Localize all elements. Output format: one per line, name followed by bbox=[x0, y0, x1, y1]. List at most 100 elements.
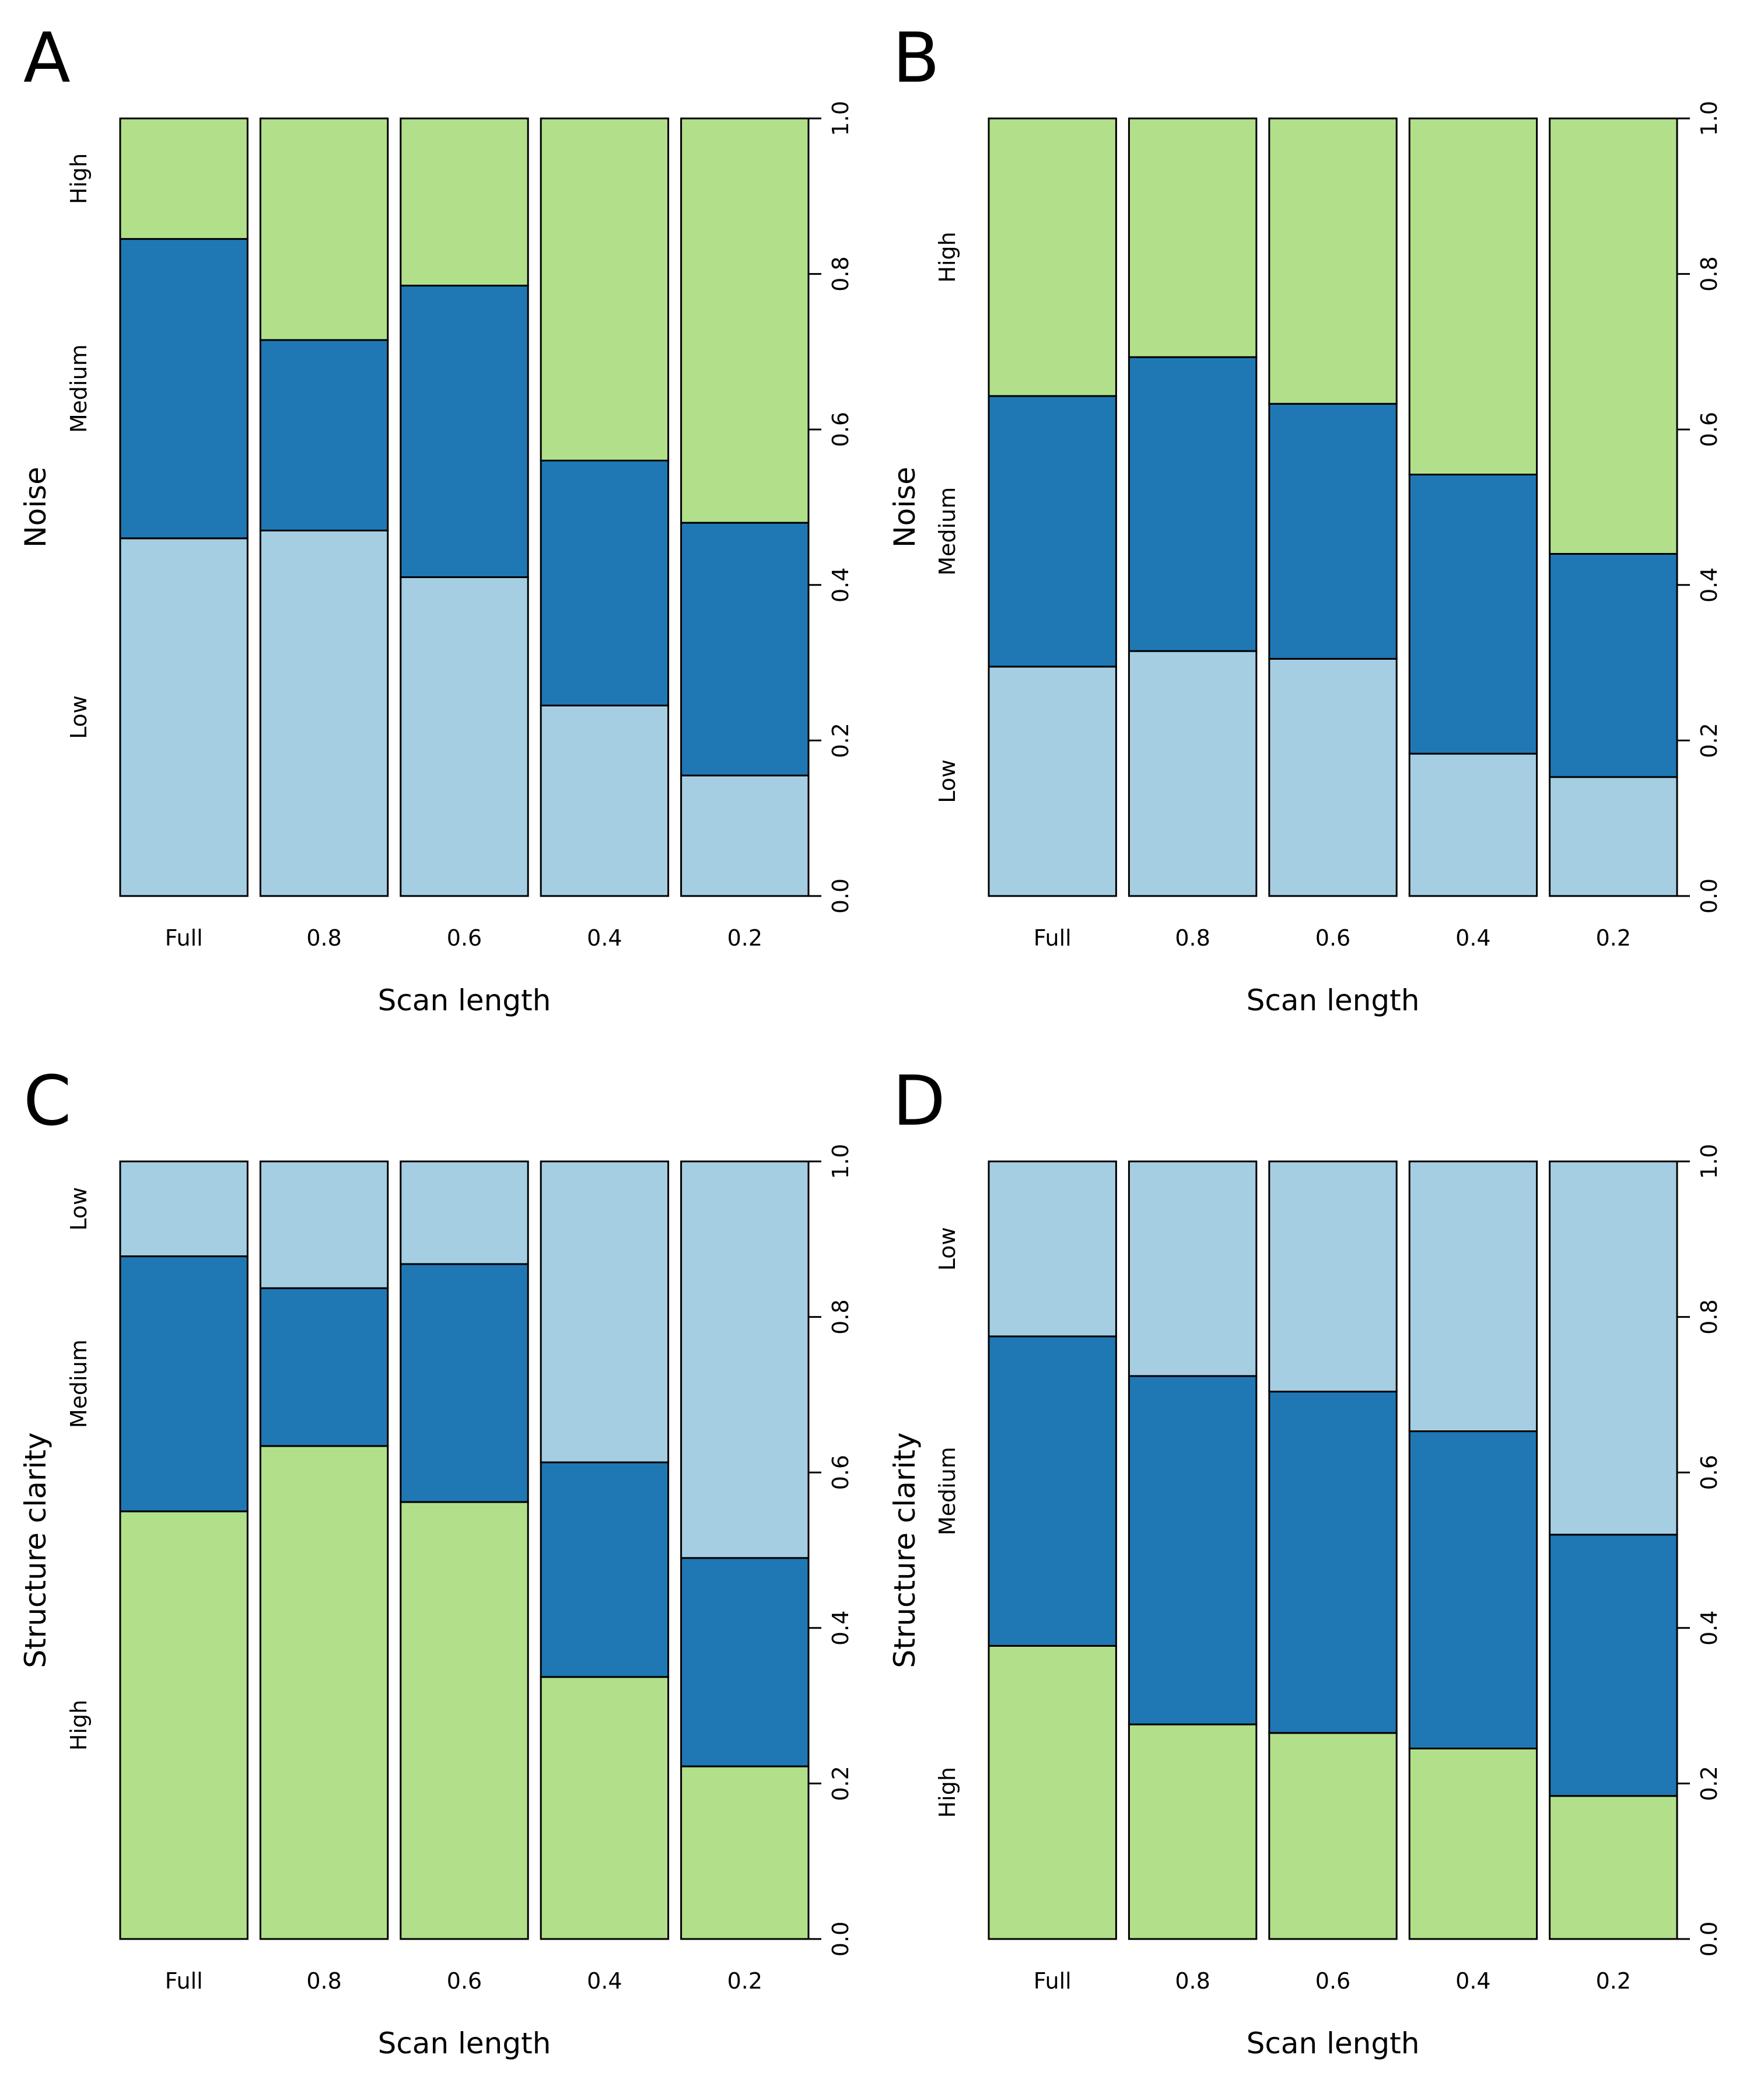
x-tick-label: 0.2 bbox=[1596, 1968, 1631, 1994]
y-tick-label: 1.0 bbox=[1696, 101, 1722, 136]
x-tick-label: 0.6 bbox=[1315, 1968, 1350, 1994]
bar-segment-medium bbox=[988, 1335, 1117, 1647]
bar-segment-high bbox=[988, 117, 1117, 397]
y-tick-label: 0.0 bbox=[1696, 878, 1722, 914]
x-tick-label: 0.4 bbox=[1455, 925, 1490, 951]
bar-segment-medium bbox=[1268, 1391, 1398, 1734]
x-tick-label: Full bbox=[1034, 1968, 1072, 1994]
level-label-medium: Medium bbox=[935, 487, 960, 576]
bar-segment-medium bbox=[540, 1461, 670, 1678]
y-tick-label: 0.0 bbox=[828, 878, 853, 914]
panel-letter: B bbox=[892, 18, 940, 98]
bar-segment-medium bbox=[119, 238, 249, 540]
y-tick-label: 0.2 bbox=[1696, 1766, 1722, 1801]
x-tick-label: 0.2 bbox=[1596, 925, 1631, 951]
bar-segment-low bbox=[1408, 752, 1538, 897]
bar-segment-high bbox=[1128, 1723, 1258, 1940]
x-tick-label: 0.4 bbox=[587, 1968, 622, 1994]
bar-segment-medium bbox=[1549, 1534, 1678, 1797]
bar-segment-low bbox=[680, 1160, 810, 1559]
y-tick-label: 1.0 bbox=[828, 1144, 853, 1179]
panel-letter: A bbox=[23, 18, 71, 98]
bar-segment-high bbox=[400, 117, 529, 287]
x-tick-label: 0.2 bbox=[727, 925, 762, 951]
x-tick-label: Full bbox=[1034, 925, 1072, 951]
bar-segment-low bbox=[540, 704, 670, 897]
y-tick-label: 0.0 bbox=[828, 1922, 853, 1957]
x-axis-label: Scan length bbox=[1247, 2027, 1420, 2060]
bar-segment-medium bbox=[680, 522, 810, 776]
bar-segment-low bbox=[1268, 657, 1398, 897]
y-axis-label: Noise bbox=[19, 467, 52, 548]
bar-segment-low bbox=[259, 529, 389, 897]
bar-segment-medium bbox=[680, 1557, 810, 1768]
bar-segment-medium bbox=[988, 395, 1117, 668]
bar-segment-high bbox=[1128, 117, 1258, 358]
bar-segment-high bbox=[1408, 117, 1538, 476]
bar-segment-low bbox=[540, 1160, 670, 1464]
panel-d: D Full 0.8 0.6 0.4 0.2 High Medium Low Structure … bbox=[888, 1060, 1722, 2060]
bar-segment-high bbox=[988, 1644, 1117, 1940]
bar-segment-high bbox=[1268, 1732, 1398, 1940]
x-axis-label: Scan length bbox=[1247, 984, 1420, 1017]
y-axis-label: Noise bbox=[888, 467, 922, 548]
y-tick-label: 0.6 bbox=[1696, 412, 1722, 447]
x-tick-label: 0.4 bbox=[1455, 1968, 1490, 1994]
x-axis-label: Scan length bbox=[378, 2027, 551, 2060]
bar-segment-medium bbox=[259, 339, 389, 531]
x-tick-label: Full bbox=[165, 925, 203, 951]
bar-segment-medium bbox=[1408, 1430, 1538, 1749]
bar-segment-low bbox=[1268, 1160, 1398, 1393]
bar-segment-low bbox=[988, 1160, 1117, 1338]
bar-segment-high bbox=[119, 117, 249, 240]
y-tick-label: 0.8 bbox=[828, 256, 853, 291]
y-tick-label: 0.2 bbox=[1696, 723, 1722, 758]
y-tick-label: 0.4 bbox=[828, 568, 853, 603]
bar-segment-high bbox=[259, 1445, 389, 1940]
level-label-medium: Medium bbox=[935, 1447, 960, 1535]
bar-segment-high bbox=[1549, 1795, 1678, 1940]
level-label-high: High bbox=[66, 153, 92, 204]
bar-segment-high bbox=[680, 1765, 810, 1940]
x-tick-label: 0.2 bbox=[727, 1968, 762, 1994]
bar-segment-low bbox=[1128, 650, 1258, 897]
level-label-low: Low bbox=[935, 1227, 960, 1271]
y-tick-label: 1.0 bbox=[1696, 1144, 1722, 1179]
bar-segment-low bbox=[1549, 776, 1678, 897]
bar-segment-medium bbox=[1408, 474, 1538, 755]
panel-c: C Full 0.8 0.6 0.4 0.2 High Medium Low Structure … bbox=[19, 1060, 853, 2060]
x-tick-label: 0.6 bbox=[447, 1968, 482, 1994]
bar-segment-high bbox=[1549, 117, 1678, 555]
bar-segment-low bbox=[988, 666, 1117, 897]
bar-segment-low bbox=[680, 774, 810, 897]
bar-segment-high bbox=[1268, 117, 1398, 405]
panel-a: A Full 0.8 0.6 0.4 0.2 Low Medium High Noise 0.0 0.… bbox=[19, 18, 853, 1017]
y-tick-label: 0.6 bbox=[828, 412, 853, 447]
bar-segment-high bbox=[119, 1510, 249, 1940]
y-tick-label: 0.2 bbox=[828, 723, 853, 758]
level-label-low: Low bbox=[66, 1187, 92, 1231]
level-label-high: High bbox=[935, 1767, 960, 1818]
bar-segment-low bbox=[119, 537, 249, 897]
x-tick-label: 0.8 bbox=[306, 925, 341, 951]
panel-letter: D bbox=[892, 1060, 946, 1141]
x-tick-label: 0.8 bbox=[306, 1968, 341, 1994]
bar-segment-low bbox=[400, 1160, 529, 1265]
bar-segment-low bbox=[1549, 1160, 1678, 1536]
bar-segment-medium bbox=[400, 1263, 529, 1503]
y-axis-label: Structure clarity bbox=[19, 1432, 52, 1668]
y-tick-label: 0.4 bbox=[1696, 1611, 1722, 1646]
level-label-low: Low bbox=[935, 760, 960, 803]
x-tick-label: 0.8 bbox=[1175, 925, 1210, 951]
panel-b: B Full 0.8 0.6 0.4 0.2 Low Medium High Noise 0.0 0.… bbox=[888, 18, 1722, 1017]
bar-segment-low bbox=[400, 576, 529, 897]
y-tick-label: 0.8 bbox=[1696, 1299, 1722, 1334]
y-tick-label: 0.4 bbox=[1696, 568, 1722, 603]
bar-segment-high bbox=[540, 117, 670, 462]
y-axis-label: Structure clarity bbox=[888, 1432, 922, 1668]
x-tick-label: 0.4 bbox=[587, 925, 622, 951]
level-label-medium: Medium bbox=[66, 1339, 92, 1428]
bar-segment-medium bbox=[1549, 552, 1678, 778]
level-label-medium: Medium bbox=[66, 344, 92, 433]
bar-segment-high bbox=[259, 117, 389, 341]
